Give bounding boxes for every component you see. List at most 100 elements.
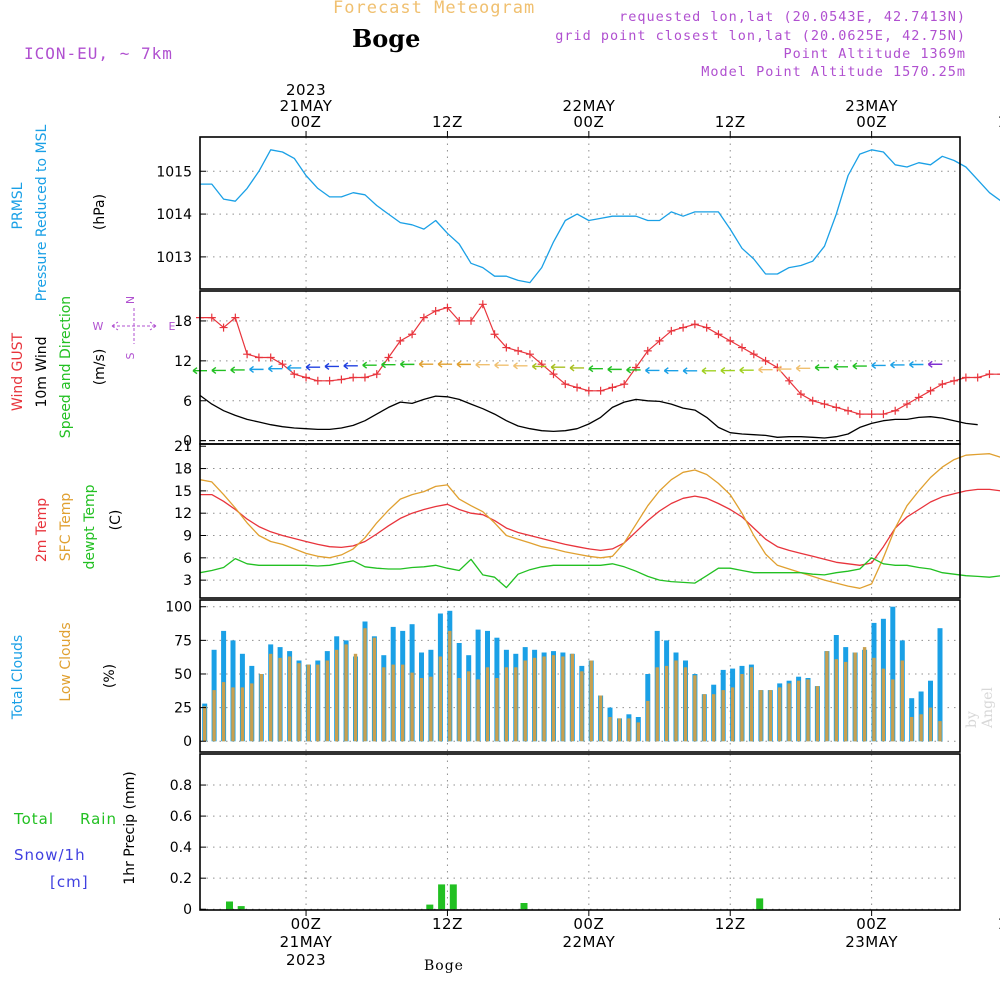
low-cloud-bar	[495, 678, 499, 742]
low-cloud-bar	[627, 718, 631, 742]
low-cloud-bar	[203, 706, 207, 742]
wind-direction-arrow	[381, 361, 396, 369]
wind-direction-arrow	[249, 365, 264, 373]
wind-direction-arrow	[324, 362, 339, 371]
low-cloud-bar	[862, 647, 867, 742]
wind-direction-arrow	[211, 366, 226, 374]
low-cloud-bar	[231, 687, 235, 742]
y-tick-label: 1013	[156, 250, 192, 266]
low-cloud-bar	[401, 664, 405, 742]
rain-bar	[226, 901, 233, 910]
low-cloud-bar	[674, 660, 678, 742]
wind-direction-arrow	[814, 364, 830, 372]
low-cloud-bar	[636, 722, 640, 742]
wind-direction-arrow	[437, 360, 453, 368]
low-cloud-bar	[523, 660, 527, 742]
gust-point-marker	[808, 396, 817, 405]
gust-point-marker	[443, 303, 452, 312]
gust-point-marker	[620, 380, 629, 389]
y-tick-label: 6	[183, 394, 192, 410]
low-cloud-bar	[457, 678, 461, 742]
y-tick-label: 0.4	[170, 840, 192, 856]
gust-point-marker	[914, 393, 923, 402]
bottom-time-label: 00Z	[856, 915, 887, 933]
gust-point-marker	[384, 353, 393, 362]
wind-speed-direction-label: Speed and Direction	[58, 296, 74, 438]
gust-point-marker	[349, 373, 358, 382]
wind-direction-arrow	[230, 366, 245, 374]
low-cloud-bar	[796, 680, 801, 742]
low-cloud-bar	[910, 717, 914, 742]
pressure-unit-label: (hPa)	[92, 194, 108, 230]
low-cloud-bar	[212, 690, 216, 742]
gust-series-line	[200, 303, 1000, 415]
low-cloud-bar	[759, 690, 763, 742]
low-cloud-bar	[749, 667, 754, 742]
gust-point-marker	[926, 386, 935, 395]
top-time-label: 2023	[286, 81, 326, 99]
y-tick-label: 9	[183, 529, 192, 545]
panel-frame	[199, 443, 961, 599]
low-cloud-bar	[325, 660, 329, 742]
low-cloud-bar	[410, 672, 414, 742]
gust-point-marker	[313, 376, 322, 385]
y-tick-label: 100	[165, 600, 192, 616]
total-clouds-label: Total Clouds	[10, 635, 26, 720]
pressure-label-full: Pressure Reduced to MSL	[34, 124, 50, 301]
total-rain-label-total: Total	[13, 810, 54, 828]
wind-direction-arrow	[777, 365, 792, 373]
low-cloud-bar	[269, 653, 273, 742]
pressure-series-line	[200, 149, 1000, 284]
y-tick-label: 1015	[156, 164, 192, 180]
gust-point-marker	[372, 370, 381, 379]
low-cloud-bar	[655, 667, 659, 742]
low-cloud-bar	[778, 687, 782, 742]
compass-north-label: N	[124, 296, 137, 304]
gust-point-marker	[254, 353, 263, 362]
low-cloud-bar	[853, 652, 857, 742]
gust-point-marker	[219, 323, 228, 332]
text-layer: 1013101410150612183691215182102550751000…	[10, 81, 1000, 969]
low-cloud-bar	[721, 690, 725, 742]
top-time-label: 00Z	[856, 113, 887, 131]
gust-point-marker	[879, 410, 888, 419]
wind-direction-arrow	[305, 363, 321, 371]
panel-frame	[199, 136, 961, 290]
header: Forecast Meteogram Boge ICON-EU, ~ 7km r…	[0, 0, 1000, 90]
gust-point-marker	[408, 330, 417, 339]
low-cloud-bar	[712, 694, 716, 742]
low-cloud-bar	[344, 644, 348, 742]
low-cloud-bar	[335, 649, 339, 742]
model-altitude: Model Point Altitude 1570.25m	[701, 64, 966, 80]
wind-direction-arrow	[569, 364, 585, 372]
y-tick-label: 18	[174, 314, 192, 330]
gust-point-marker	[738, 343, 747, 352]
y-tick-label: 0	[183, 902, 192, 918]
gust-point-marker	[478, 300, 487, 309]
low-cloud-bar	[891, 679, 895, 742]
low-cloud-bar	[419, 678, 424, 742]
y-tick-label: 0	[183, 734, 192, 750]
rain-bar	[438, 884, 446, 910]
grid-point-coords: grid point closest lon,lat (20.0625E, 42…	[555, 28, 966, 44]
gust-point-marker	[561, 380, 570, 389]
low-cloud-bar	[353, 653, 358, 742]
gust-point-marker	[902, 400, 911, 409]
grid-layer	[200, 137, 960, 911]
top-time-label: 00Z	[573, 113, 604, 131]
gust-point-marker	[997, 373, 1000, 375]
point-altitude: Point Altitude 1369m	[783, 46, 966, 62]
low-cloud-bar	[278, 657, 282, 742]
top-time-label: 12Z	[432, 113, 463, 131]
gust-point-marker	[325, 376, 334, 385]
y-tick-label: 6	[183, 551, 192, 567]
low-cloud-bar	[598, 695, 603, 742]
low-cloud-bar	[900, 660, 904, 742]
bottom-time-label: 00Z	[573, 915, 604, 933]
low-cloud-bar	[570, 653, 574, 742]
snow-label: Snow/1h	[14, 846, 86, 864]
wind-direction-arrow	[418, 360, 434, 368]
compass-west-label: W	[93, 320, 104, 333]
low-cloud-bar	[664, 665, 669, 742]
low-cloud-bar	[693, 675, 697, 742]
